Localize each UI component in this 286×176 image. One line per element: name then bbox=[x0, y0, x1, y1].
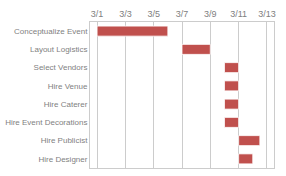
svg-text:Hire Event Decorations: Hire Event Decorations bbox=[5, 118, 87, 127]
svg-text:Hire Publicist: Hire Publicist bbox=[41, 136, 88, 145]
svg-text:3/1: 3/1 bbox=[91, 9, 104, 19]
svg-text:Layout Logistics: Layout Logistics bbox=[30, 45, 87, 54]
svg-text:3/3: 3/3 bbox=[119, 9, 132, 19]
svg-text:Conceptualize Event: Conceptualize Event bbox=[14, 27, 88, 36]
svg-text:3/9: 3/9 bbox=[204, 9, 217, 19]
svg-text:Select Vendors: Select Vendors bbox=[34, 63, 88, 72]
svg-text:3/11: 3/11 bbox=[230, 9, 247, 19]
svg-text:Hire Venue: Hire Venue bbox=[48, 82, 88, 91]
svg-text:3/7: 3/7 bbox=[176, 9, 189, 19]
svg-text:3/5: 3/5 bbox=[147, 9, 160, 19]
svg-text:Hire Designer: Hire Designer bbox=[38, 155, 87, 164]
svg-text:3/13: 3/13 bbox=[258, 9, 276, 19]
svg-text:Hire Caterer: Hire Caterer bbox=[44, 100, 88, 109]
